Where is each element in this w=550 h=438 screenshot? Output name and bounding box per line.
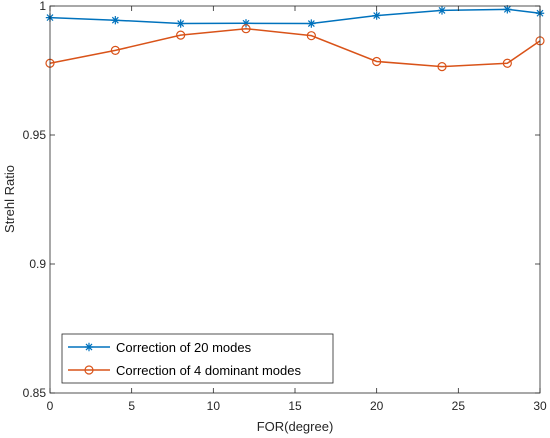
legend: Correction of 20 modes Correction of 4 do… [61, 333, 334, 384]
data-point [176, 19, 185, 28]
x-axis-label: FOR(degree) [257, 419, 334, 434]
data-point [372, 11, 381, 20]
legend-box [61, 333, 334, 384]
data-point [176, 30, 186, 40]
legend-marker [84, 365, 94, 375]
legend-label: Correction of 20 modes [116, 340, 252, 355]
x-tick-label: 5 [128, 399, 135, 413]
data-point [437, 6, 447, 15]
legend-entry: Correction of 20 modes [68, 340, 252, 355]
data-point [503, 5, 512, 14]
y-tick-label: 0.9 [29, 257, 46, 271]
data-point [502, 58, 512, 68]
x-tick-label: 10 [207, 399, 221, 413]
y-tick-label: 0.95 [23, 128, 47, 142]
series-line [49, 27, 541, 68]
x-tick-label: 15 [288, 399, 302, 413]
data-point [110, 45, 120, 55]
data-point [241, 24, 251, 34]
data-point [241, 19, 251, 28]
data-point [437, 62, 447, 72]
x-tick-label: 0 [47, 399, 54, 413]
y-tick-label: 0.85 [23, 386, 47, 400]
legend-entries: Correction of 20 modes Correction of 4 do… [68, 340, 301, 378]
x-tick-label: 20 [370, 399, 384, 413]
x-tick-label: 30 [533, 399, 547, 413]
ticks-layer: 0 5 10 15 20 25 30 0.85 0.9 0.95 1 [23, 0, 547, 413]
data-point [111, 15, 120, 25]
data-point [307, 19, 316, 28]
legend-entry: Correction of 4 dominant modes [68, 363, 301, 378]
data-point [372, 56, 382, 67]
x-tick-label: 25 [452, 399, 466, 413]
data-point [306, 31, 316, 41]
legend-label: Correction of 4 dominant modes [116, 363, 301, 378]
legend-marker [84, 342, 94, 352]
y-tick-label: 1 [39, 0, 46, 13]
plot-area [50, 6, 540, 393]
y-axis-label: Strehl Ratio [2, 165, 17, 233]
